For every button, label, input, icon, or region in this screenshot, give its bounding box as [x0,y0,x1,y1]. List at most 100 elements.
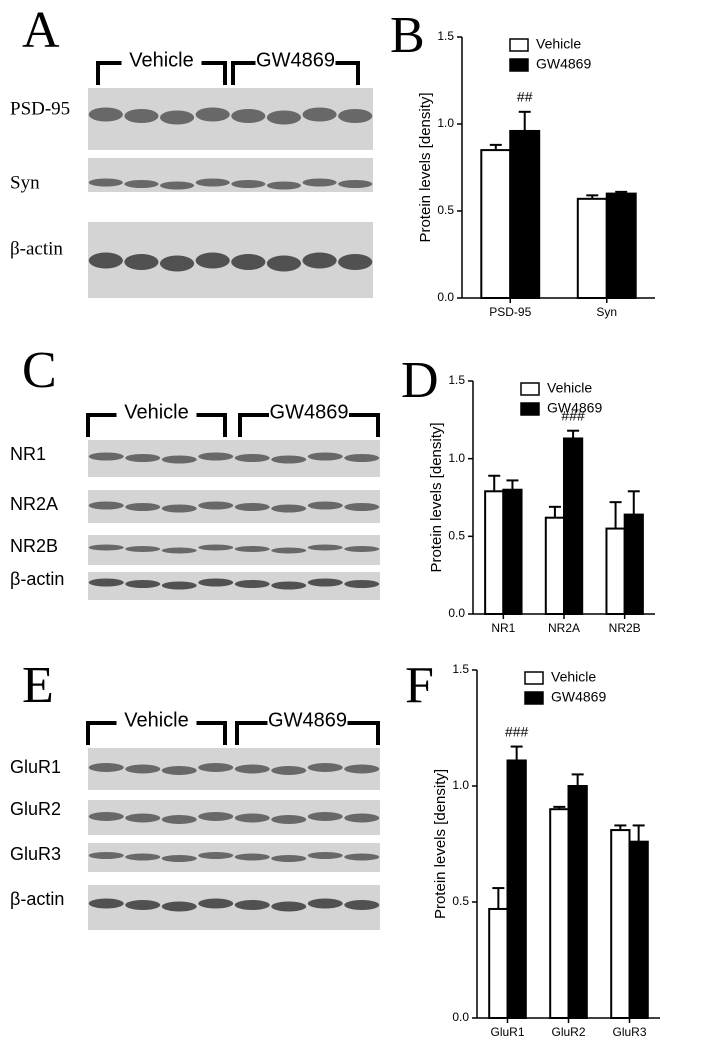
blot-band [344,580,380,588]
blot-band [124,109,159,123]
bar [549,808,570,1020]
blot-band [231,109,266,123]
blot-band [198,898,234,909]
legend-swatch [509,38,529,52]
blot-band [338,180,373,188]
annotation: ## [517,89,533,105]
label-bg [267,711,348,733]
blot-band [307,544,343,551]
label-bg [116,711,197,733]
label-bg [121,51,202,73]
blot-band [338,109,373,123]
row-label: NR2B [10,536,58,556]
legend-label: GW4869 [547,400,602,416]
blot-band [302,252,337,269]
blot-band [344,764,380,774]
blot-band [231,180,266,188]
y-axis-label: Protein levels [density] [432,769,449,919]
blot-band [125,546,161,552]
legend-label: GW4869 [551,689,606,705]
blot-band [88,544,124,551]
blot-band [234,853,270,861]
group-label: GW4869 [268,709,347,731]
blot-band [344,813,380,823]
legend-swatch [509,58,529,72]
group-label: Vehicle [129,49,194,71]
annotation: ### [561,407,585,423]
bar [480,149,512,299]
group-label: Vehicle [124,401,189,423]
blot-band [271,455,307,464]
blot-band [198,452,234,461]
bar [544,516,565,616]
row-label: Syn [10,172,40,193]
blot-band [234,580,270,588]
blot-band [271,581,307,590]
row-label: GluR1 [10,757,61,777]
blot-band [198,544,234,551]
blot-band [344,853,380,861]
blot-band [271,815,307,824]
blot-band [161,581,197,590]
blot-band [88,852,124,859]
blot-band [88,452,124,461]
y-tick-label: 0.0 [452,1010,469,1024]
panel-letter: B [390,7,425,64]
row-label: GluR2 [10,799,61,819]
blot-band [234,503,270,511]
x-tick-label: PSD-95 [489,305,531,319]
blot-band [307,852,343,859]
x-tick-label: GluR3 [612,1025,646,1039]
blot-band [271,901,307,912]
blot-band [195,178,230,187]
blot-band [161,547,197,554]
blot-band [307,812,343,821]
legend-label: Vehicle [536,36,581,52]
bar [488,907,509,1020]
y-axis-label: Protein levels [density] [417,92,434,242]
label-bg [116,403,197,425]
bar [610,829,631,1020]
blot-band [124,254,159,270]
blot-band [271,504,307,513]
row-label: PSD-95 [10,98,70,119]
blot-band [234,454,270,462]
legend-label: Vehicle [547,380,592,396]
bar [509,129,541,299]
annotation: ### [505,723,529,739]
blot-band [271,766,307,775]
legend-swatch [520,382,540,396]
blot-band [159,255,195,272]
blot-band [271,855,307,862]
blot-band [88,501,124,510]
bar [567,785,588,1019]
blot-band [271,547,307,554]
blot-band [198,501,234,510]
legend-swatch [520,402,540,416]
bar [576,197,608,300]
blot-band [161,901,197,912]
y-tick-label: 1.0 [452,778,469,792]
y-tick-label: 0.5 [452,894,469,908]
blot-band [195,107,230,122]
blot-band [88,107,123,122]
blot-band [266,181,302,190]
blot-band [307,578,343,587]
panel-letter: C [22,342,57,399]
group-label: Vehicle [124,709,189,731]
x-tick-label: NR1 [491,621,515,635]
group-label: GW4869 [270,401,349,423]
blot-band [338,254,373,270]
y-tick-label: 1.5 [452,662,469,676]
bar [502,488,523,616]
row-label: β-actin [10,238,63,259]
blot-band [344,503,380,511]
blot-band [344,900,380,910]
blot-band [307,501,343,510]
blot-band [161,504,197,513]
x-tick-label: GluR2 [551,1025,585,1039]
blot-band [198,812,234,821]
blot-band [125,503,161,511]
blot-band [266,255,302,272]
label-bg [255,51,336,73]
